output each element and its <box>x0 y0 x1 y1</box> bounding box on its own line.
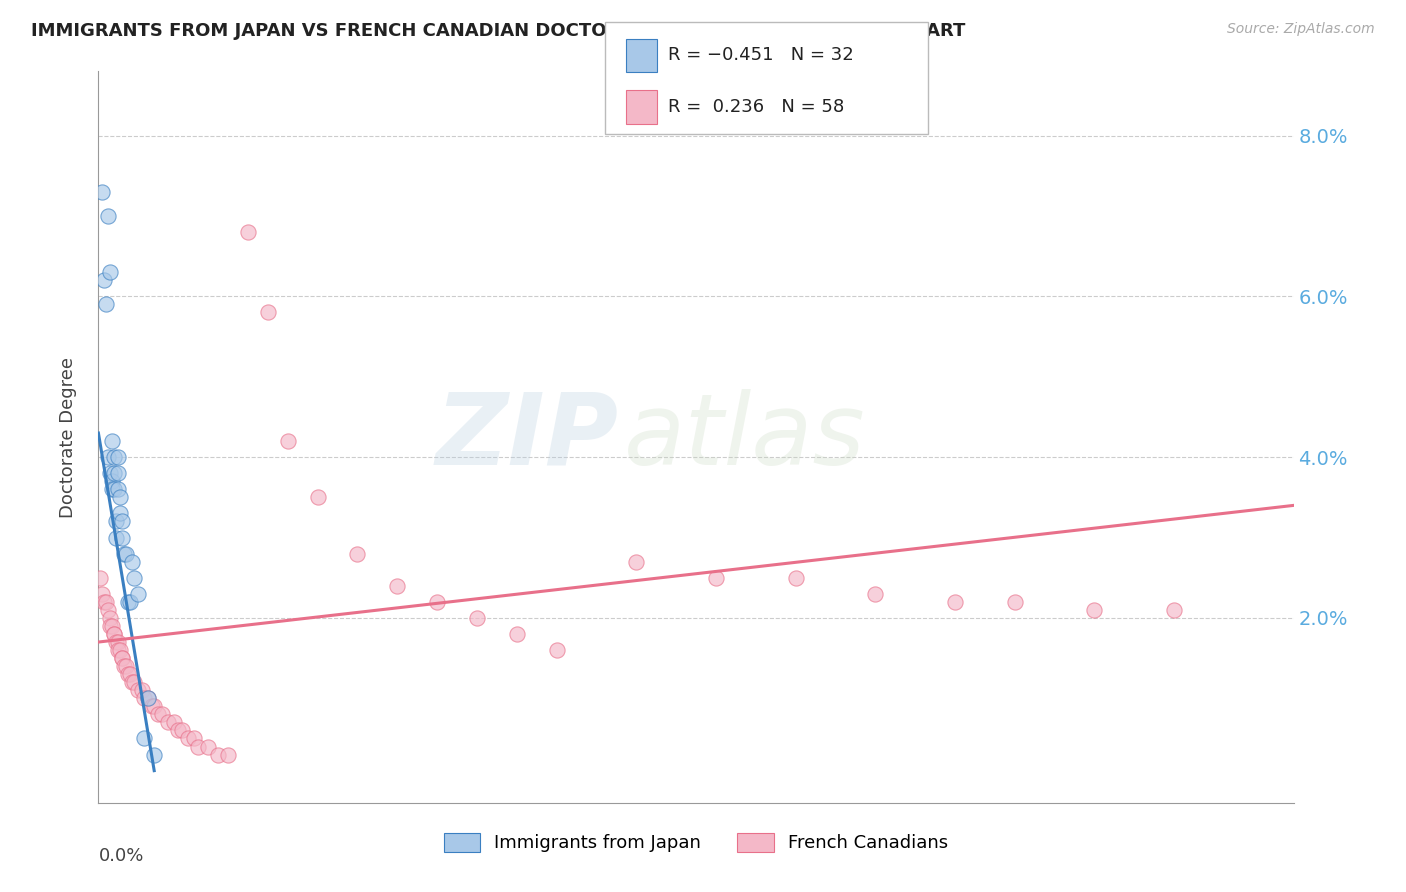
Point <box>101 483 124 497</box>
Point <box>117 667 139 681</box>
Point <box>207 747 229 762</box>
Point <box>97 209 120 223</box>
Point <box>115 659 138 673</box>
Point <box>101 475 124 489</box>
Legend: Immigrants from Japan, French Canadians: Immigrants from Japan, French Canadians <box>437 826 955 860</box>
Point <box>124 675 146 690</box>
Y-axis label: Doctorate Degree: Doctorate Degree <box>59 357 77 517</box>
Point <box>1163 603 1185 617</box>
Point <box>105 635 128 649</box>
Point <box>120 667 142 681</box>
Point <box>103 627 125 641</box>
Point <box>163 715 186 730</box>
Point <box>107 467 129 481</box>
Point <box>236 225 259 239</box>
Point <box>385 579 409 593</box>
Point <box>98 467 122 481</box>
Point <box>103 467 125 481</box>
Point <box>141 699 163 714</box>
Text: atlas: atlas <box>624 389 866 485</box>
Point <box>143 747 166 762</box>
Point <box>506 627 529 641</box>
Point <box>465 611 488 625</box>
Point <box>93 273 115 287</box>
Point <box>105 531 128 545</box>
Point <box>121 675 143 690</box>
Point <box>172 723 194 738</box>
Point <box>626 555 648 569</box>
Point <box>785 571 807 585</box>
Point <box>96 595 118 609</box>
Point <box>346 547 368 561</box>
Text: R = −0.451   N = 32: R = −0.451 N = 32 <box>668 46 853 64</box>
Point <box>107 643 129 657</box>
Point <box>127 587 149 601</box>
Text: R =  0.236   N = 58: R = 0.236 N = 58 <box>668 98 844 116</box>
Point <box>117 595 139 609</box>
Point <box>131 683 153 698</box>
Point <box>148 707 170 722</box>
Point <box>111 515 134 529</box>
Point <box>150 707 173 722</box>
Point <box>134 731 156 746</box>
Point <box>256 305 278 319</box>
Point <box>98 619 122 633</box>
Point <box>1083 603 1105 617</box>
Point <box>96 297 118 311</box>
Point <box>307 491 329 505</box>
Point <box>177 731 200 746</box>
Point <box>546 643 568 657</box>
Text: IMMIGRANTS FROM JAPAN VS FRENCH CANADIAN DOCTORATE DEGREE CORRELATION CHART: IMMIGRANTS FROM JAPAN VS FRENCH CANADIAN… <box>31 22 966 40</box>
Point <box>197 739 219 754</box>
Point <box>136 691 159 706</box>
Point <box>143 699 166 714</box>
Point <box>107 483 129 497</box>
Point <box>134 691 156 706</box>
Point <box>112 547 135 561</box>
Point <box>111 651 134 665</box>
Point <box>111 651 134 665</box>
Point <box>97 450 120 465</box>
Point <box>110 643 132 657</box>
Point <box>107 450 129 465</box>
Text: 0.0%: 0.0% <box>98 847 143 864</box>
Point <box>89 571 111 585</box>
Point <box>865 587 887 601</box>
Point <box>91 185 114 199</box>
Point <box>112 659 135 673</box>
Point <box>111 531 134 545</box>
Point <box>101 619 124 633</box>
Point <box>124 571 146 585</box>
Point <box>97 603 120 617</box>
Point <box>93 595 115 609</box>
Point <box>183 731 205 746</box>
Point <box>105 515 128 529</box>
Point <box>110 491 132 505</box>
Point <box>115 547 138 561</box>
Point <box>1004 595 1026 609</box>
Point <box>98 265 122 279</box>
Point <box>103 450 125 465</box>
Point <box>704 571 727 585</box>
Point <box>103 627 125 641</box>
Point <box>127 683 149 698</box>
Point <box>277 434 299 449</box>
Point <box>136 691 159 706</box>
Point <box>110 507 132 521</box>
Point <box>103 483 125 497</box>
Point <box>167 723 190 738</box>
Point <box>120 595 142 609</box>
Point <box>943 595 966 609</box>
Point <box>101 434 124 449</box>
Text: Source: ZipAtlas.com: Source: ZipAtlas.com <box>1227 22 1375 37</box>
Point <box>91 587 114 601</box>
Point <box>187 739 209 754</box>
Point <box>217 747 239 762</box>
Point <box>98 611 122 625</box>
Point <box>157 715 180 730</box>
Point <box>121 555 143 569</box>
Text: ZIP: ZIP <box>436 389 619 485</box>
Point <box>107 635 129 649</box>
Point <box>426 595 449 609</box>
